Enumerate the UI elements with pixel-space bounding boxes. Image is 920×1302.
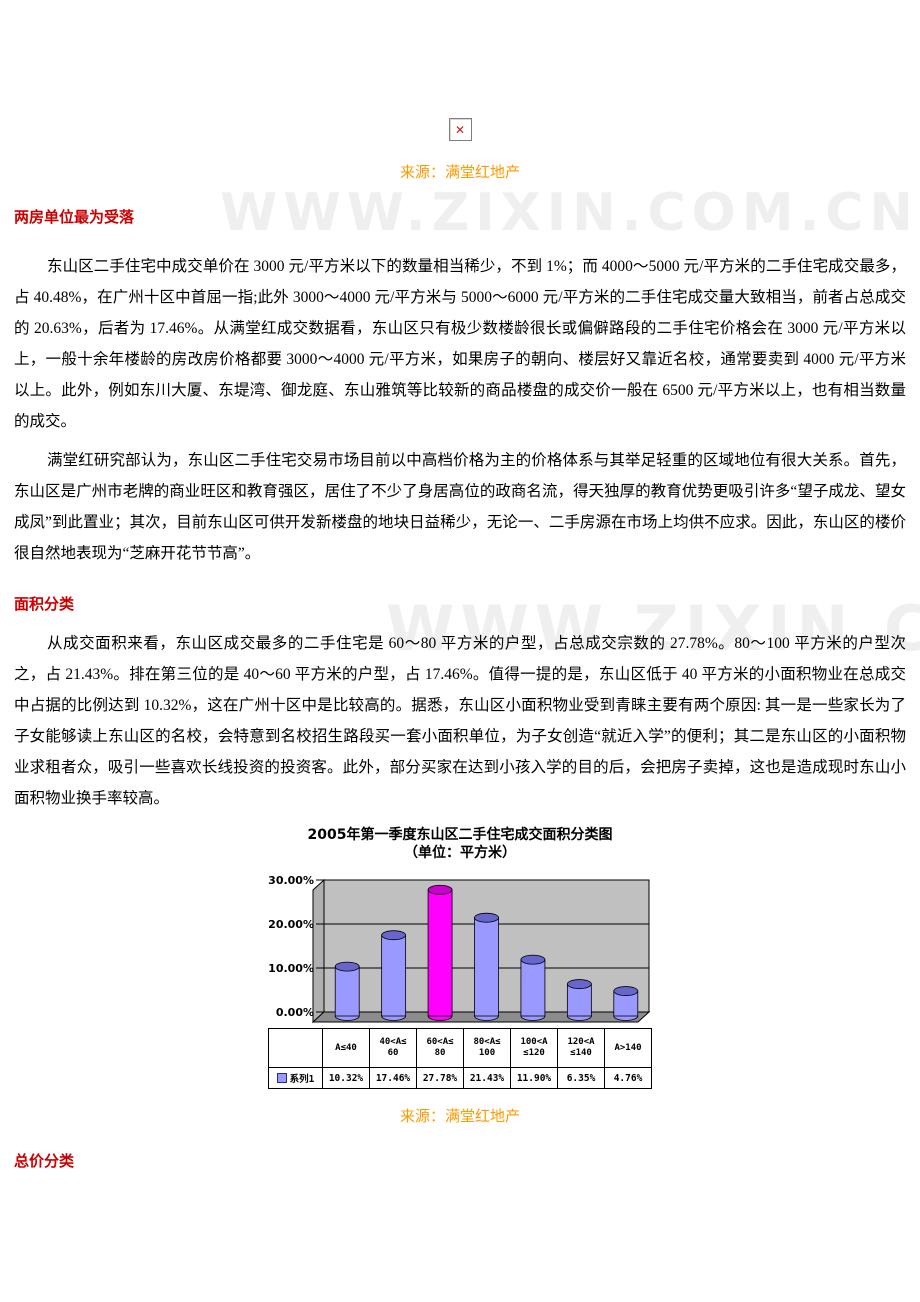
chart-value-cell: 11.90% <box>510 1067 558 1089</box>
source-caption-bottom: 来源：满堂红地产 <box>399 1109 520 1125</box>
chart-value-cell: 10.32% <box>322 1067 370 1089</box>
paragraph-area-analysis: 从成交面积来看，东山区成交最多的二手住宅是 60～80 平方米的户型，占总成交宗… <box>14 635 906 807</box>
chart-bar <box>520 959 546 1017</box>
legend-swatch-icon <box>276 1073 287 1083</box>
chart-bar-cap <box>334 961 360 972</box>
y-axis-tick-label: 20.00% <box>268 918 314 931</box>
paragraph-unit-price: 东山区二手住宅中成交单价在 3000 元/平方米以下的数量相当稀少，不到 1%；… <box>14 258 906 430</box>
section-heading-area: 面积分类 <box>14 595 75 613</box>
paragraph-research-analysis: 满堂红研究部认为，东山区二手住宅交易市场目前以中高档价格为主的价格体系与其举足轻… <box>14 452 906 562</box>
chart-plot-area: 30.00% 20.00% 10.00% 0.00% <box>268 874 651 1024</box>
chart-wall-left <box>312 878 325 1024</box>
chart-category-cell: 120<A ≤140 <box>557 1028 605 1068</box>
chart-table-corner <box>268 1028 323 1068</box>
chart-value-cell: 6.35% <box>557 1067 605 1089</box>
watermark-text: WWW.ZIXIN.COM.CN <box>386 592 920 665</box>
chart-category-cell: 40<A≤ 60 <box>369 1028 417 1068</box>
chart-value-cell: 21.43% <box>463 1067 511 1089</box>
chart-value-cell: 17.46% <box>369 1067 417 1089</box>
chart-bar-cap <box>427 884 453 895</box>
chart-bar <box>427 889 453 1017</box>
y-axis-tick-label: 10.00% <box>268 962 314 975</box>
y-axis-tick-label: 0.00% <box>276 1006 314 1019</box>
chart-data-table: A≤40 40<A≤ 60 60<A≤ 80 80<A≤ 100 100<A ≤120 1… <box>268 1028 652 1089</box>
chart-bar-cap <box>613 986 639 996</box>
chart-bar-cap <box>381 930 407 941</box>
chart-value-cell: 4.76% <box>604 1067 652 1089</box>
chart-legend-cell: 系列1 <box>268 1067 323 1089</box>
chart-category-cell: A>140 <box>604 1028 652 1068</box>
chart-bar-cap <box>520 954 546 965</box>
chart-title: 2005年第一季度东山区二手住宅成交面积分类图 <box>307 827 613 843</box>
chart-bar <box>334 966 360 1017</box>
chart-value-cell: 27.78% <box>416 1067 464 1089</box>
source-caption-top: 来源：满堂红地产 <box>399 165 520 181</box>
chart-category-cell: 100<A ≤120 <box>510 1028 558 1068</box>
chart-bar <box>381 934 407 1017</box>
chart-bar-cap <box>566 979 592 989</box>
broken-image-placeholder: ✕ <box>448 118 472 141</box>
chart-category-cell: 80<A≤ 100 <box>463 1028 511 1068</box>
chart-subtitle: （单位：平方米） <box>404 845 516 861</box>
chart-category-cell: 60<A≤ 80 <box>416 1028 464 1068</box>
chart-bar <box>474 917 499 1017</box>
chart-category-cell: A≤40 <box>322 1028 370 1068</box>
section-heading-price: 两房单位最为受落 <box>14 208 135 226</box>
y-axis-tick-label: 30.00% <box>268 874 314 887</box>
broken-image-x-icon: ✕ <box>454 122 466 137</box>
section-heading-total-price: 总价分类 <box>14 1152 75 1170</box>
legend-series-name: 系列1 <box>289 1074 315 1085</box>
chart-bar-cap <box>474 912 499 923</box>
area-classification-chart: 2005年第一季度东山区二手住宅成交面积分类图 （单位：平方米） 30.00% 2… <box>250 826 670 1089</box>
watermark-text: WWW.ZIXIN.COM.CN <box>220 183 919 243</box>
